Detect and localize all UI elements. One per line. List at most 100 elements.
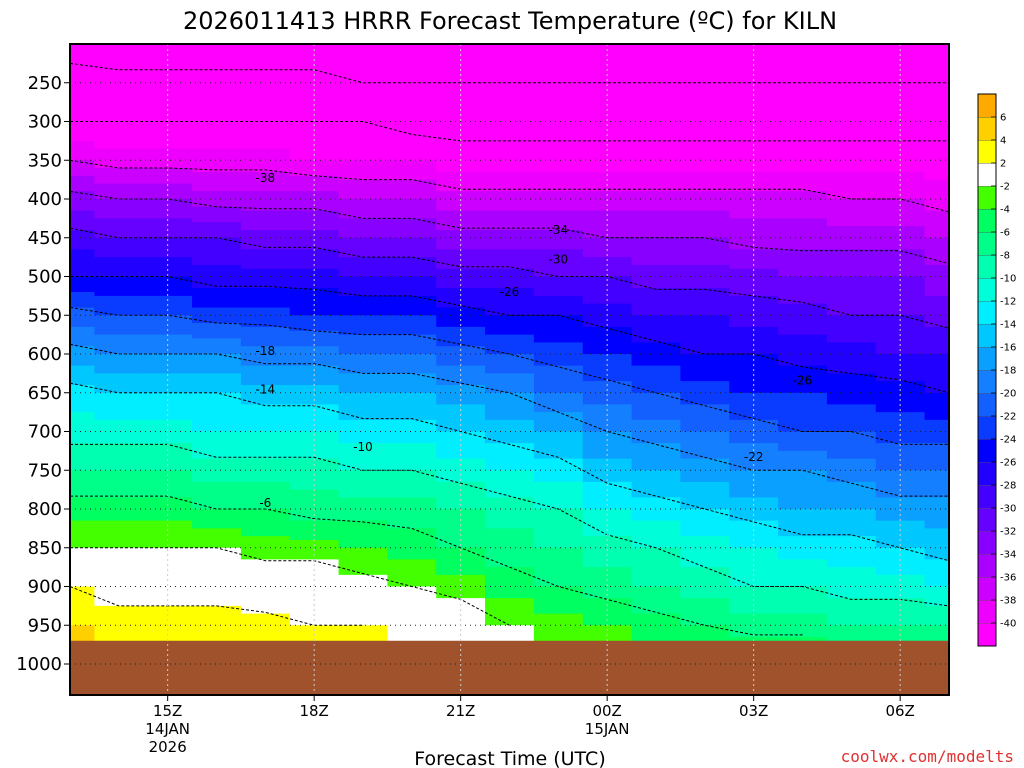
temperature-cell	[338, 447, 389, 452]
temperature-cell	[680, 443, 730, 448]
temperature-cell	[485, 90, 535, 95]
temperature-cell	[680, 125, 730, 130]
temperature-cell	[485, 78, 535, 84]
temperature-cell	[387, 106, 437, 111]
temperature-cell	[70, 233, 96, 239]
temperature-cell	[826, 512, 877, 518]
temperature-cell	[289, 431, 340, 436]
temperature-cell	[778, 113, 828, 119]
temperature-cell	[485, 439, 535, 444]
temperature-cell	[143, 199, 193, 204]
temperature-cell	[143, 551, 193, 557]
temperature-cell	[582, 121, 633, 126]
temperature-cell	[778, 555, 828, 560]
temperature-cell	[94, 602, 144, 607]
temperature-cell	[192, 392, 242, 398]
temperature-cell	[533, 311, 584, 316]
temperature-cell	[240, 195, 291, 200]
temperature-cell	[485, 605, 535, 611]
temperature-cell	[680, 489, 730, 495]
temperature-cell	[240, 160, 291, 165]
temperature-cell	[387, 214, 437, 219]
temperature-cell	[533, 598, 584, 603]
temperature-cell	[240, 400, 291, 405]
temperature-cell	[778, 574, 828, 580]
temperature-cell	[826, 51, 877, 57]
isotherm-line	[70, 190, 949, 265]
temperature-cell	[240, 458, 291, 464]
temperature-cell	[94, 241, 144, 247]
temperature-cell	[631, 102, 682, 107]
temperature-cell	[289, 485, 340, 491]
temperature-cell	[826, 609, 877, 615]
temperature-cell	[192, 144, 242, 150]
temperature-cell	[924, 532, 949, 537]
temperature-cell	[582, 450, 633, 456]
temperature-cell	[778, 98, 828, 103]
temperature-cell	[143, 299, 193, 305]
temperature-cell	[289, 78, 340, 84]
temperature-cell	[631, 272, 682, 278]
temperature-cell	[533, 195, 584, 200]
temperature-cell	[631, 621, 682, 626]
temperature-cell	[70, 187, 96, 192]
temperature-cell	[192, 292, 242, 297]
temperature-cell	[289, 470, 340, 475]
temperature-cell	[192, 412, 242, 417]
temperature-cell	[94, 202, 144, 208]
temperature-cell	[778, 218, 828, 223]
temperature-cell	[485, 210, 535, 216]
colorbar-swatch	[977, 139, 997, 164]
temperature-cell	[192, 462, 242, 467]
temperature-cell	[680, 206, 730, 212]
temperature-cell	[70, 140, 96, 146]
temperature-cell	[289, 524, 340, 529]
temperature-cell	[778, 470, 828, 475]
temperature-cell	[875, 466, 926, 471]
temperature-cell	[70, 284, 96, 289]
temperature-cell	[485, 404, 535, 409]
temperature-cell	[778, 47, 828, 53]
temperature-cell	[338, 164, 389, 169]
temperature-cell	[387, 253, 437, 258]
temperature-cell	[680, 621, 730, 626]
temperature-cell	[94, 51, 144, 57]
temperature-cell	[680, 261, 730, 266]
temperature-cell	[778, 516, 828, 522]
temperature-cell	[680, 532, 730, 537]
temperature-cell	[94, 512, 144, 518]
temperature-cell	[192, 458, 242, 464]
temperature-cell	[436, 361, 486, 367]
temperature-cell	[240, 137, 291, 142]
temperature-cell	[240, 90, 291, 95]
temperature-cell	[729, 346, 779, 351]
temperature-cell	[778, 86, 828, 92]
temperature-cell	[875, 106, 926, 111]
temperature-cell	[485, 330, 535, 336]
colorbar-tick-label: 4	[1000, 136, 1006, 147]
temperature-cell	[289, 319, 340, 324]
temperature-cell	[70, 590, 96, 595]
temperature-cell	[778, 361, 828, 367]
temperature-cell	[192, 137, 242, 142]
temperature-cell	[533, 416, 584, 421]
temperature-cell	[924, 214, 949, 219]
temperature-cell	[387, 245, 437, 250]
temperature-cell	[631, 113, 682, 119]
temperature-cell	[631, 435, 682, 440]
temperature-cell	[338, 175, 389, 181]
temperature-cell	[143, 509, 193, 514]
temperature-cell	[240, 551, 291, 557]
temperature-cell	[631, 230, 682, 235]
temperature-cell	[533, 214, 584, 219]
temperature-cell	[680, 168, 730, 173]
temperature-cell	[875, 621, 926, 626]
temperature-cell	[582, 621, 633, 626]
temperature-cell	[582, 516, 633, 522]
temperature-cell	[94, 71, 144, 76]
temperature-cell	[192, 617, 242, 622]
temperature-cell	[875, 241, 926, 247]
temperature-cell	[338, 609, 389, 615]
temperature-cell	[387, 303, 437, 309]
temperature-cell	[533, 621, 584, 626]
